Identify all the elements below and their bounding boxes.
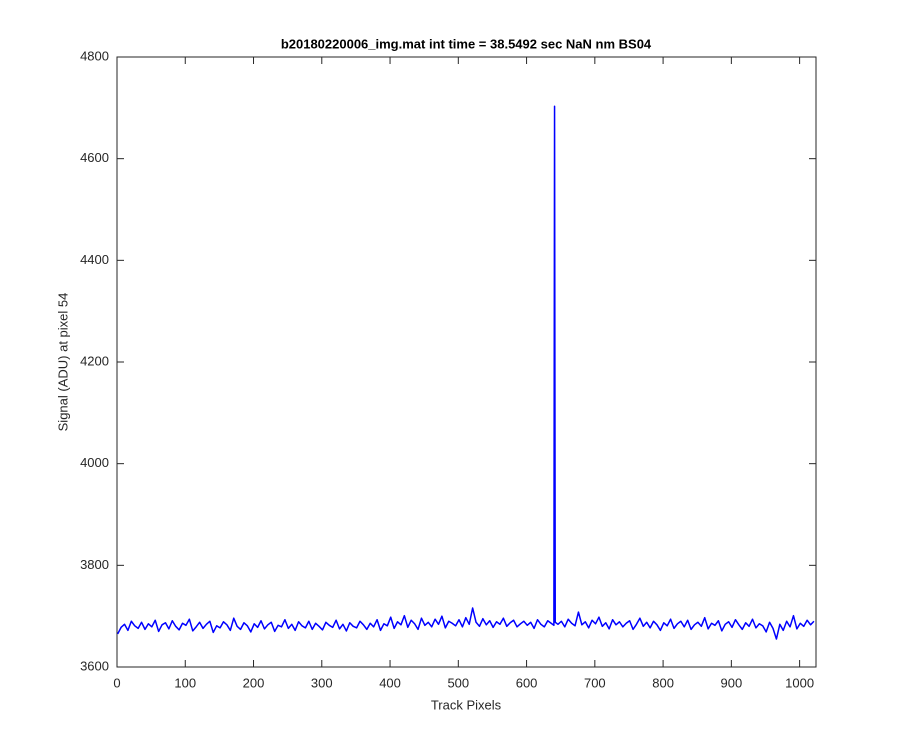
- x-tick-label: 800: [652, 675, 674, 690]
- x-tick-label: 300: [311, 675, 333, 690]
- data-line: [117, 105, 815, 640]
- y-tick-label: 4000: [80, 455, 109, 470]
- y-axis-label: Signal (ADU) at pixel 54: [55, 293, 70, 432]
- x-tick-label: 900: [721, 675, 743, 690]
- y-tick-label: 4200: [80, 353, 109, 368]
- x-tick-label: 1000: [785, 675, 814, 690]
- y-tick-label: 4600: [80, 150, 109, 165]
- x-tick-label: 400: [379, 675, 401, 690]
- x-tick-label: 0: [113, 675, 120, 690]
- x-tick-label: 600: [516, 675, 538, 690]
- x-tick-label: 500: [447, 675, 469, 690]
- x-tick-label: 200: [243, 675, 265, 690]
- y-tick-label: 3800: [80, 557, 109, 572]
- y-tick-label: 3600: [80, 658, 109, 673]
- x-tick-label: 100: [174, 675, 196, 690]
- y-tick-label: 4400: [80, 252, 109, 267]
- x-tick-label: 700: [584, 675, 606, 690]
- y-tick-label: 4800: [80, 48, 109, 63]
- chart-title: b20180220006_img.mat int time = 38.5492 …: [281, 36, 652, 51]
- x-axis-label: Track Pixels: [431, 697, 502, 712]
